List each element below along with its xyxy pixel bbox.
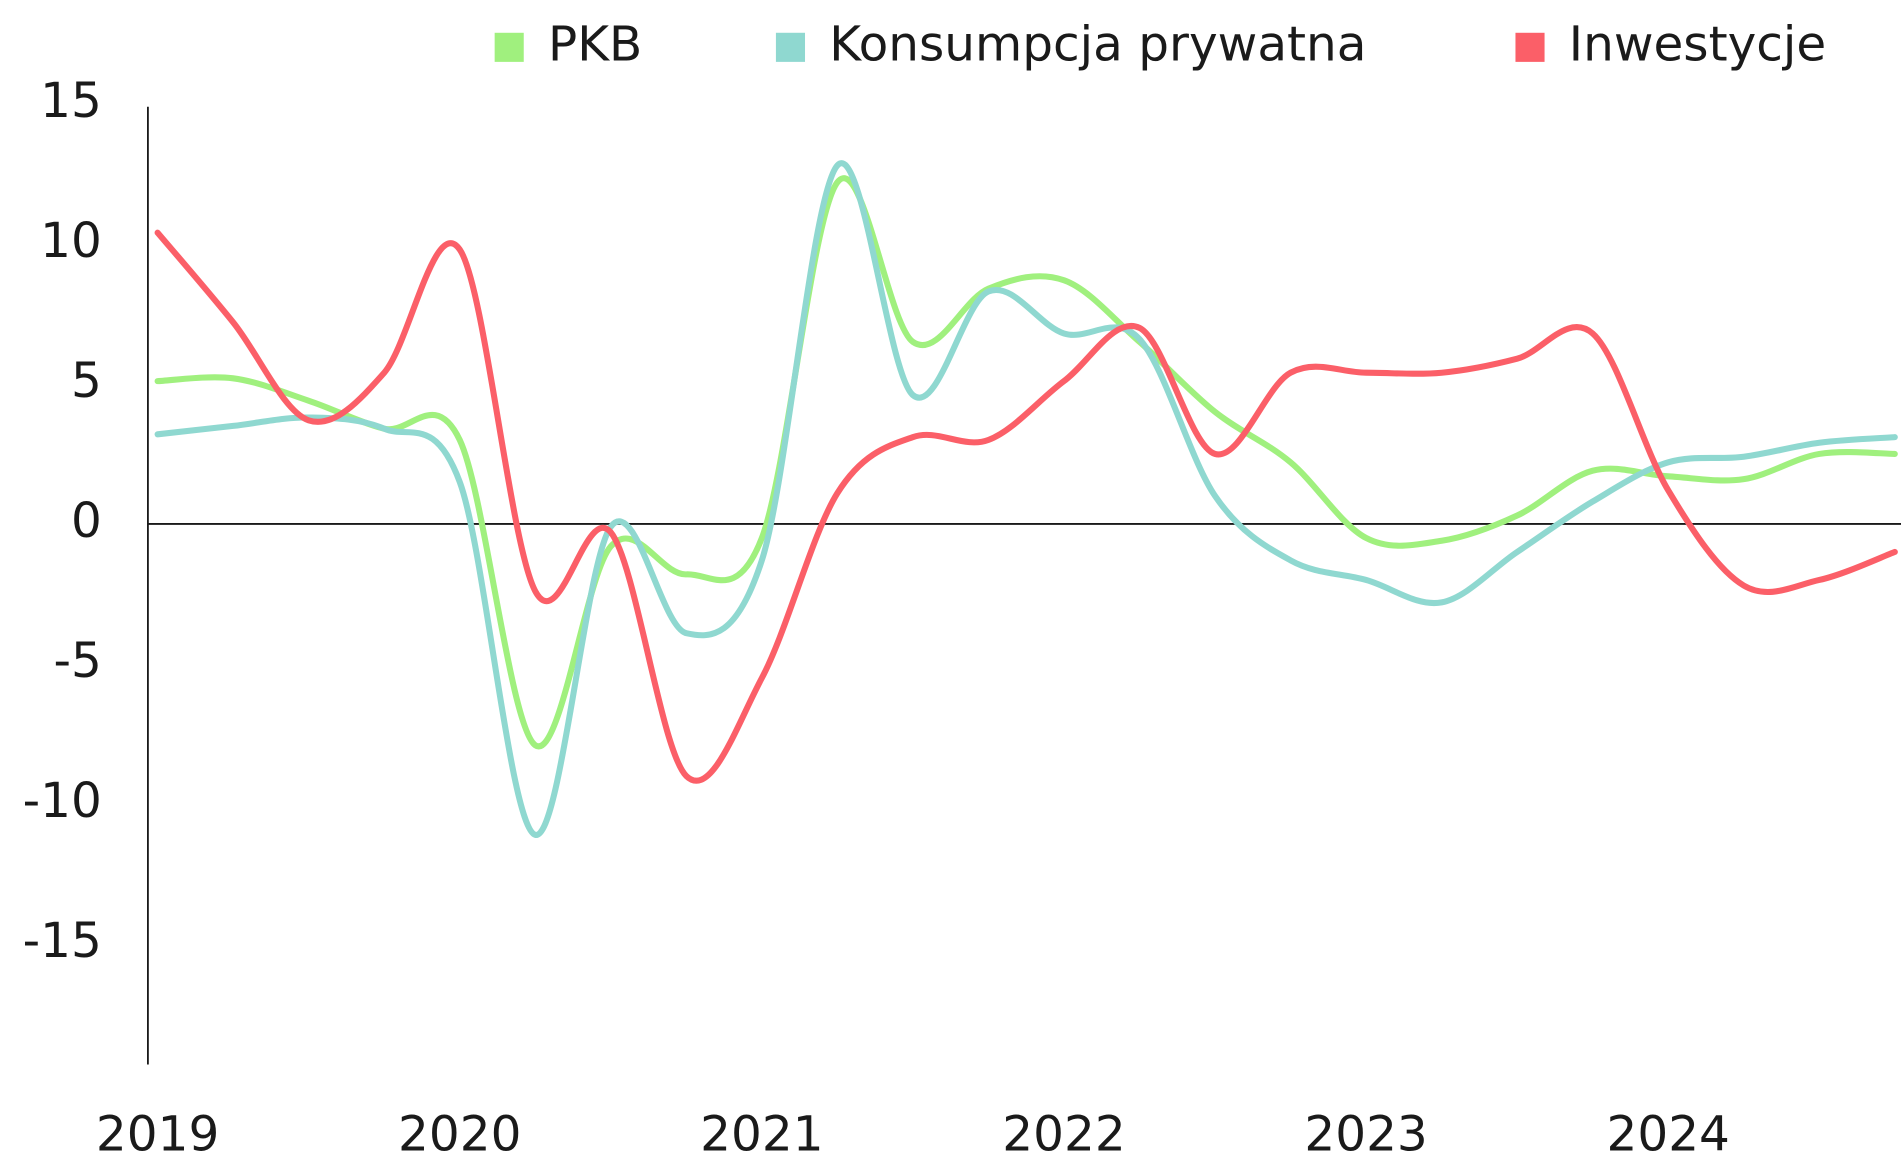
legend-label: Inwestycje — [1569, 16, 1826, 72]
x-tick-label: 2024 — [1607, 1106, 1730, 1155]
y-tick-label: 15 — [40, 73, 102, 129]
x-tick-label: 2019 — [96, 1106, 219, 1155]
y-tick-label: -5 — [53, 633, 101, 689]
legend-swatch — [494, 32, 524, 62]
series-line — [154, 229, 1898, 784]
x-tick-label: 2023 — [1304, 1106, 1427, 1155]
y-tick-label: 0 — [71, 493, 102, 549]
x-tick-label: 2020 — [398, 1106, 521, 1155]
x-tick-label: 2021 — [700, 1106, 823, 1155]
y-tick-label: 5 — [71, 353, 102, 409]
series-line — [154, 160, 1898, 838]
series-line — [154, 175, 1898, 750]
x-tick-label: 2022 — [1002, 1106, 1125, 1155]
y-tick-label: -15 — [23, 913, 102, 969]
legend-swatch — [1515, 32, 1545, 62]
legend-swatch — [775, 32, 806, 62]
legend-label: PKB — [548, 16, 642, 72]
y-tick-label: -10 — [23, 773, 102, 829]
y-tick-label: 10 — [40, 213, 102, 269]
legend-label: Konsumpcja prywatna — [829, 16, 1366, 72]
